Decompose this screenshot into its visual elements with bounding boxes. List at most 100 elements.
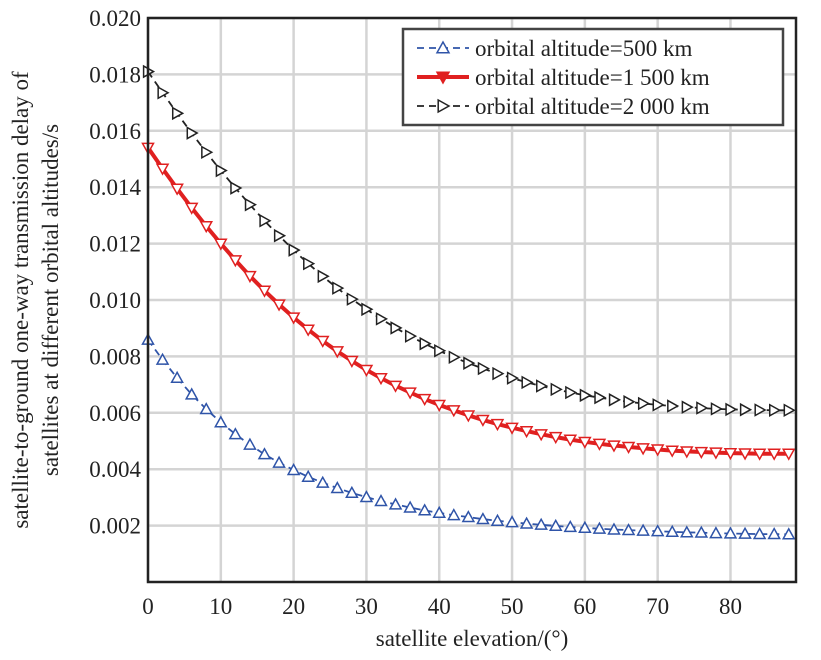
data-point xyxy=(476,512,490,525)
data-point xyxy=(563,434,578,447)
data-point xyxy=(199,220,214,234)
data-point xyxy=(534,517,548,530)
data-point xyxy=(374,494,388,507)
data-point xyxy=(752,448,767,461)
data-point xyxy=(636,523,650,536)
series-3 xyxy=(142,64,796,418)
data-point xyxy=(170,183,184,196)
data-point xyxy=(505,422,519,435)
x-axis-title: satellite elevation/(°) xyxy=(376,626,568,651)
data-point xyxy=(346,292,359,306)
data-point xyxy=(330,481,345,494)
data-point xyxy=(155,352,170,365)
x-tick-label: 50 xyxy=(501,594,524,619)
data-point xyxy=(332,281,345,295)
data-point xyxy=(652,398,665,412)
data-point xyxy=(519,425,534,439)
data-point xyxy=(492,366,505,381)
series-layer xyxy=(141,64,796,540)
data-point xyxy=(330,346,345,359)
y-tick-label: 0.018 xyxy=(89,62,141,87)
data-point xyxy=(374,372,388,386)
data-point xyxy=(781,527,796,540)
data-point xyxy=(725,402,738,417)
data-point xyxy=(592,438,607,451)
data-point xyxy=(477,361,490,376)
data-point xyxy=(315,335,330,348)
x-tick-label: 70 xyxy=(646,594,669,619)
data-point xyxy=(607,440,621,453)
data-point xyxy=(534,429,548,442)
data-point xyxy=(155,163,170,176)
data-point xyxy=(608,393,622,407)
data-point xyxy=(710,402,723,416)
y-tick-label: 0.008 xyxy=(89,344,141,369)
data-point xyxy=(680,525,694,538)
data-point xyxy=(550,382,563,397)
legend-label: orbital altitude=2 000 km xyxy=(475,94,710,119)
data-point xyxy=(563,519,578,533)
data-point xyxy=(680,446,694,459)
data-point xyxy=(592,521,607,534)
x-tick-label: 80 xyxy=(719,594,742,619)
data-point xyxy=(723,526,738,539)
data-point xyxy=(170,370,184,383)
data-point xyxy=(417,393,432,407)
data-point xyxy=(186,126,199,140)
data-point xyxy=(201,145,214,160)
tick-labels: 0 10 20 30 40 50 60 70 80 0.002 0.004 0.006 0.008 0.0… xyxy=(89,6,742,619)
data-point xyxy=(694,525,709,538)
data-point xyxy=(536,379,549,393)
data-point xyxy=(521,375,534,390)
data-point xyxy=(723,447,738,461)
data-point xyxy=(752,527,767,540)
data-point xyxy=(243,437,257,450)
data-point xyxy=(665,445,679,458)
y-tick-label: 0.006 xyxy=(89,401,141,426)
data-point xyxy=(303,256,316,271)
legend-marker xyxy=(435,71,451,85)
x-tick-label: 10 xyxy=(209,594,232,619)
data-point xyxy=(739,402,753,417)
data-point xyxy=(214,238,228,251)
data-point xyxy=(301,469,315,482)
y-axis-title: satellite-to-ground one-way transmission… xyxy=(8,71,63,529)
y-tick-label: 0.014 xyxy=(89,175,141,200)
data-point xyxy=(709,526,723,539)
data-point xyxy=(273,228,287,243)
data-point xyxy=(738,526,752,539)
x-tick-label: 0 xyxy=(142,594,154,619)
x-tick-label: 20 xyxy=(282,594,305,619)
legend-entry: orbital altitude=2 000 km xyxy=(417,94,710,119)
data-point xyxy=(767,448,781,461)
data-point xyxy=(783,403,796,418)
data-point xyxy=(490,418,505,432)
data-point xyxy=(404,329,418,343)
data-point xyxy=(476,414,490,427)
data-point xyxy=(388,497,403,510)
data-point xyxy=(417,503,432,516)
data-point xyxy=(184,387,199,400)
data-point xyxy=(738,448,752,461)
y-axis-title-line-1: satellite-to-ground one-way transmission… xyxy=(8,71,33,529)
data-point xyxy=(171,106,185,121)
data-point xyxy=(650,524,665,537)
data-point xyxy=(636,443,650,456)
data-point xyxy=(214,415,228,428)
data-point xyxy=(317,269,330,284)
data-point xyxy=(781,448,796,461)
data-point xyxy=(286,312,301,325)
data-point xyxy=(448,350,461,365)
data-point xyxy=(607,522,621,535)
data-point xyxy=(388,380,403,393)
data-point xyxy=(681,400,694,414)
data-point xyxy=(419,336,432,351)
data-point xyxy=(403,500,417,513)
data-point xyxy=(403,387,417,400)
data-point xyxy=(650,444,665,457)
data-point xyxy=(767,527,781,540)
data-point xyxy=(769,403,782,418)
data-point xyxy=(390,321,403,335)
series-line xyxy=(147,339,789,536)
